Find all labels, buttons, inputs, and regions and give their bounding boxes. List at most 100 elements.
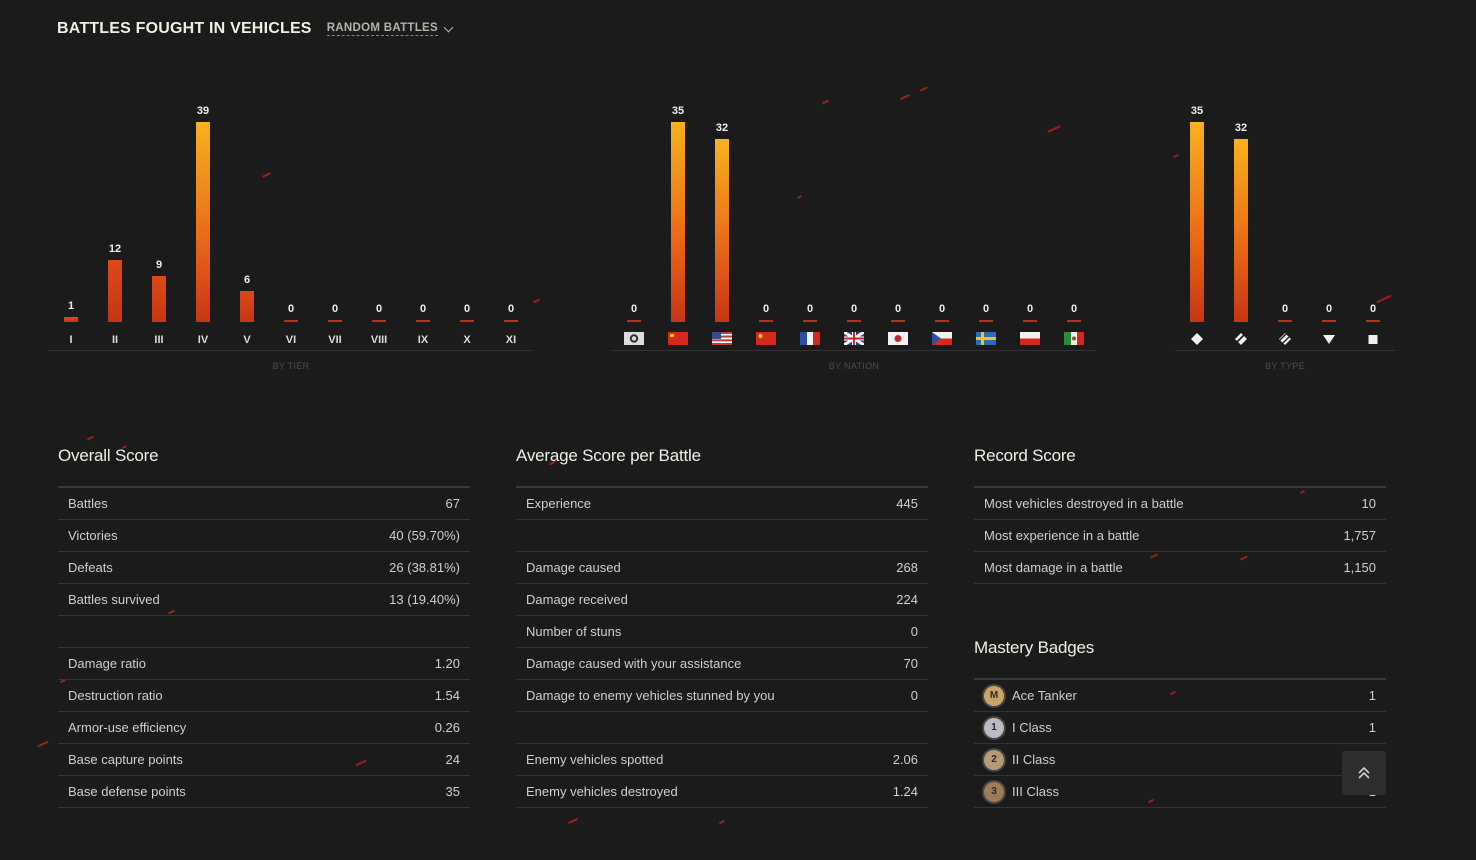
table-row: Base capture points 24 — [58, 744, 470, 776]
row-label: Base capture points — [68, 752, 183, 767]
table-row: Battles 67 — [58, 488, 470, 520]
chart-value-label: 0 — [982, 303, 990, 315]
chart-bar-group: 0 — [1008, 92, 1052, 352]
chart-by-type: 35 32 0 0 0 BY TYPE — [1175, 92, 1395, 371]
chart-bar — [1278, 320, 1292, 322]
flag-italy-icon — [1064, 332, 1084, 345]
chart-bar-group: 9 III — [137, 92, 181, 352]
chart-bar — [240, 291, 254, 322]
chart-bar-group: 0 VII — [313, 92, 357, 352]
average-score-table: Experience 445 Damage caused 268 Damage rece… — [516, 486, 928, 808]
mastery-badges-title: Mastery Badges — [974, 638, 1095, 657]
row-value: 445 — [896, 496, 918, 511]
chart-bar-group: 0 — [744, 92, 788, 352]
table-row — [516, 712, 928, 744]
chart-value-label: 35 — [1190, 105, 1204, 117]
chart-bar-group: 32 — [700, 92, 744, 352]
chart-bar — [891, 320, 905, 322]
chart-value-label: 0 — [938, 303, 946, 315]
chart-bar — [196, 122, 210, 322]
flag-usa-icon — [712, 332, 732, 345]
row-value: 67 — [445, 496, 460, 511]
chart-value-label: 32 — [715, 122, 729, 135]
row-label: Damage caused — [526, 560, 621, 575]
chart-tick-label: VI — [285, 334, 297, 346]
flag-poland-icon — [1020, 332, 1040, 345]
chart-tick-label: V — [243, 334, 251, 346]
overall-score-table: Battles 67 Victories 40 (59.70%) Defeats 26 (… — [58, 486, 470, 808]
row-value: 24 — [445, 752, 460, 767]
chart-by-nation: 0 35 32 0 0 0 0 0 0 0 0 BY NATION — [612, 92, 1096, 371]
chart-bar-group: 0 — [788, 92, 832, 352]
chart-bar-group: 0 — [832, 92, 876, 352]
chart-tick-label: IV — [197, 334, 209, 346]
flag-china-icon — [756, 332, 776, 345]
chart-value-label: 0 — [1325, 303, 1333, 315]
chart-bar — [64, 316, 78, 322]
badge-name: Ace Tanker — [1012, 688, 1077, 703]
table-row: Enemy vehicles destroyed 1.24 — [516, 776, 928, 808]
flag-france-icon — [800, 332, 820, 345]
row-value: 0.26 — [434, 720, 460, 735]
row-value: 1.20 — [434, 656, 460, 671]
row-label: Most damage in a battle — [984, 560, 1123, 575]
chart-bar — [1190, 122, 1204, 322]
badge-name: III Class — [1012, 784, 1059, 799]
chart-value-label: 0 — [331, 303, 339, 315]
table-row: Victories 40 (59.70%) — [58, 520, 470, 552]
chart-bar-group: 0 — [1263, 92, 1307, 352]
table-row: Defeats 26 (38.81%) — [58, 552, 470, 584]
chart-bar — [152, 275, 166, 322]
chart-value-label: 0 — [1281, 303, 1289, 315]
row-label: Armor-use efficiency — [68, 720, 187, 735]
row-value: 1.54 — [434, 688, 460, 703]
battle-mode-dropdown[interactable]: RANDOM BATTLES — [326, 22, 454, 36]
chart-value-label: 0 — [419, 303, 427, 315]
light-tank-icon — [1189, 332, 1205, 346]
chart-value-label: 12 — [108, 243, 122, 256]
overall-score-title: Overall Score — [58, 446, 159, 465]
row-value: 10 — [1361, 496, 1376, 511]
chart-bar-group: 0 — [964, 92, 1008, 352]
row-value: 1 — [1368, 720, 1376, 735]
scroll-to-top-button[interactable] — [1342, 751, 1386, 795]
chart-bar-group: 0 — [1307, 92, 1351, 352]
row-value: 1 — [1368, 688, 1376, 703]
third-class-badge-icon: 3 — [984, 781, 1004, 802]
row-label: Damage to enemy vehicles stunned by you — [526, 688, 775, 703]
chart-bar-group: 0 XI — [489, 92, 533, 352]
chart-bar — [979, 320, 993, 322]
chart-bar-group: 0 VI — [269, 92, 313, 352]
chart-bar — [372, 320, 386, 322]
record-score-table: Most vehicles destroyed in a battle 10 Mos… — [974, 486, 1386, 584]
flag-sweden-icon — [976, 332, 996, 345]
row-value: 224 — [896, 592, 918, 607]
table-row: 1 I Class 1 — [974, 712, 1386, 744]
row-label: Defeats — [68, 560, 113, 575]
table-row: 2 II Class2 — [974, 744, 1386, 776]
table-row: Damage to enemy vehicles stunned by you 0 — [516, 680, 928, 712]
row-value: 1,150 — [1343, 560, 1376, 575]
chart-bar-group: 0 — [612, 92, 656, 352]
table-row: Base defense points 35 — [58, 776, 470, 808]
medium-tank-icon — [1233, 332, 1249, 346]
flag-ussr-icon — [668, 332, 688, 345]
chart-value-label: 0 — [507, 303, 515, 315]
table-row: Experience 445 — [516, 488, 928, 520]
chart-bar — [1322, 320, 1336, 322]
table-row: M Ace Tanker 1 — [974, 680, 1386, 712]
chart-bar — [504, 320, 518, 322]
chart-bar — [715, 139, 729, 322]
record-score-section: Record Score Most vehicles destroyed in … — [974, 446, 1386, 584]
badge-label: 2 II Class — [984, 749, 1055, 770]
second-class-badge-icon: 2 — [984, 749, 1004, 770]
average-score-section: Average Score per Battle Experience 445 Da… — [516, 446, 928, 808]
chart-bar — [460, 320, 474, 322]
record-score-title: Record Score — [974, 446, 1076, 465]
table-row: Enemy vehicles spotted 2.06 — [516, 744, 928, 776]
row-value: 268 — [896, 560, 918, 575]
table-row — [58, 616, 470, 648]
row-label: Damage received — [526, 592, 628, 607]
chart-tick-label: VII — [328, 334, 342, 346]
